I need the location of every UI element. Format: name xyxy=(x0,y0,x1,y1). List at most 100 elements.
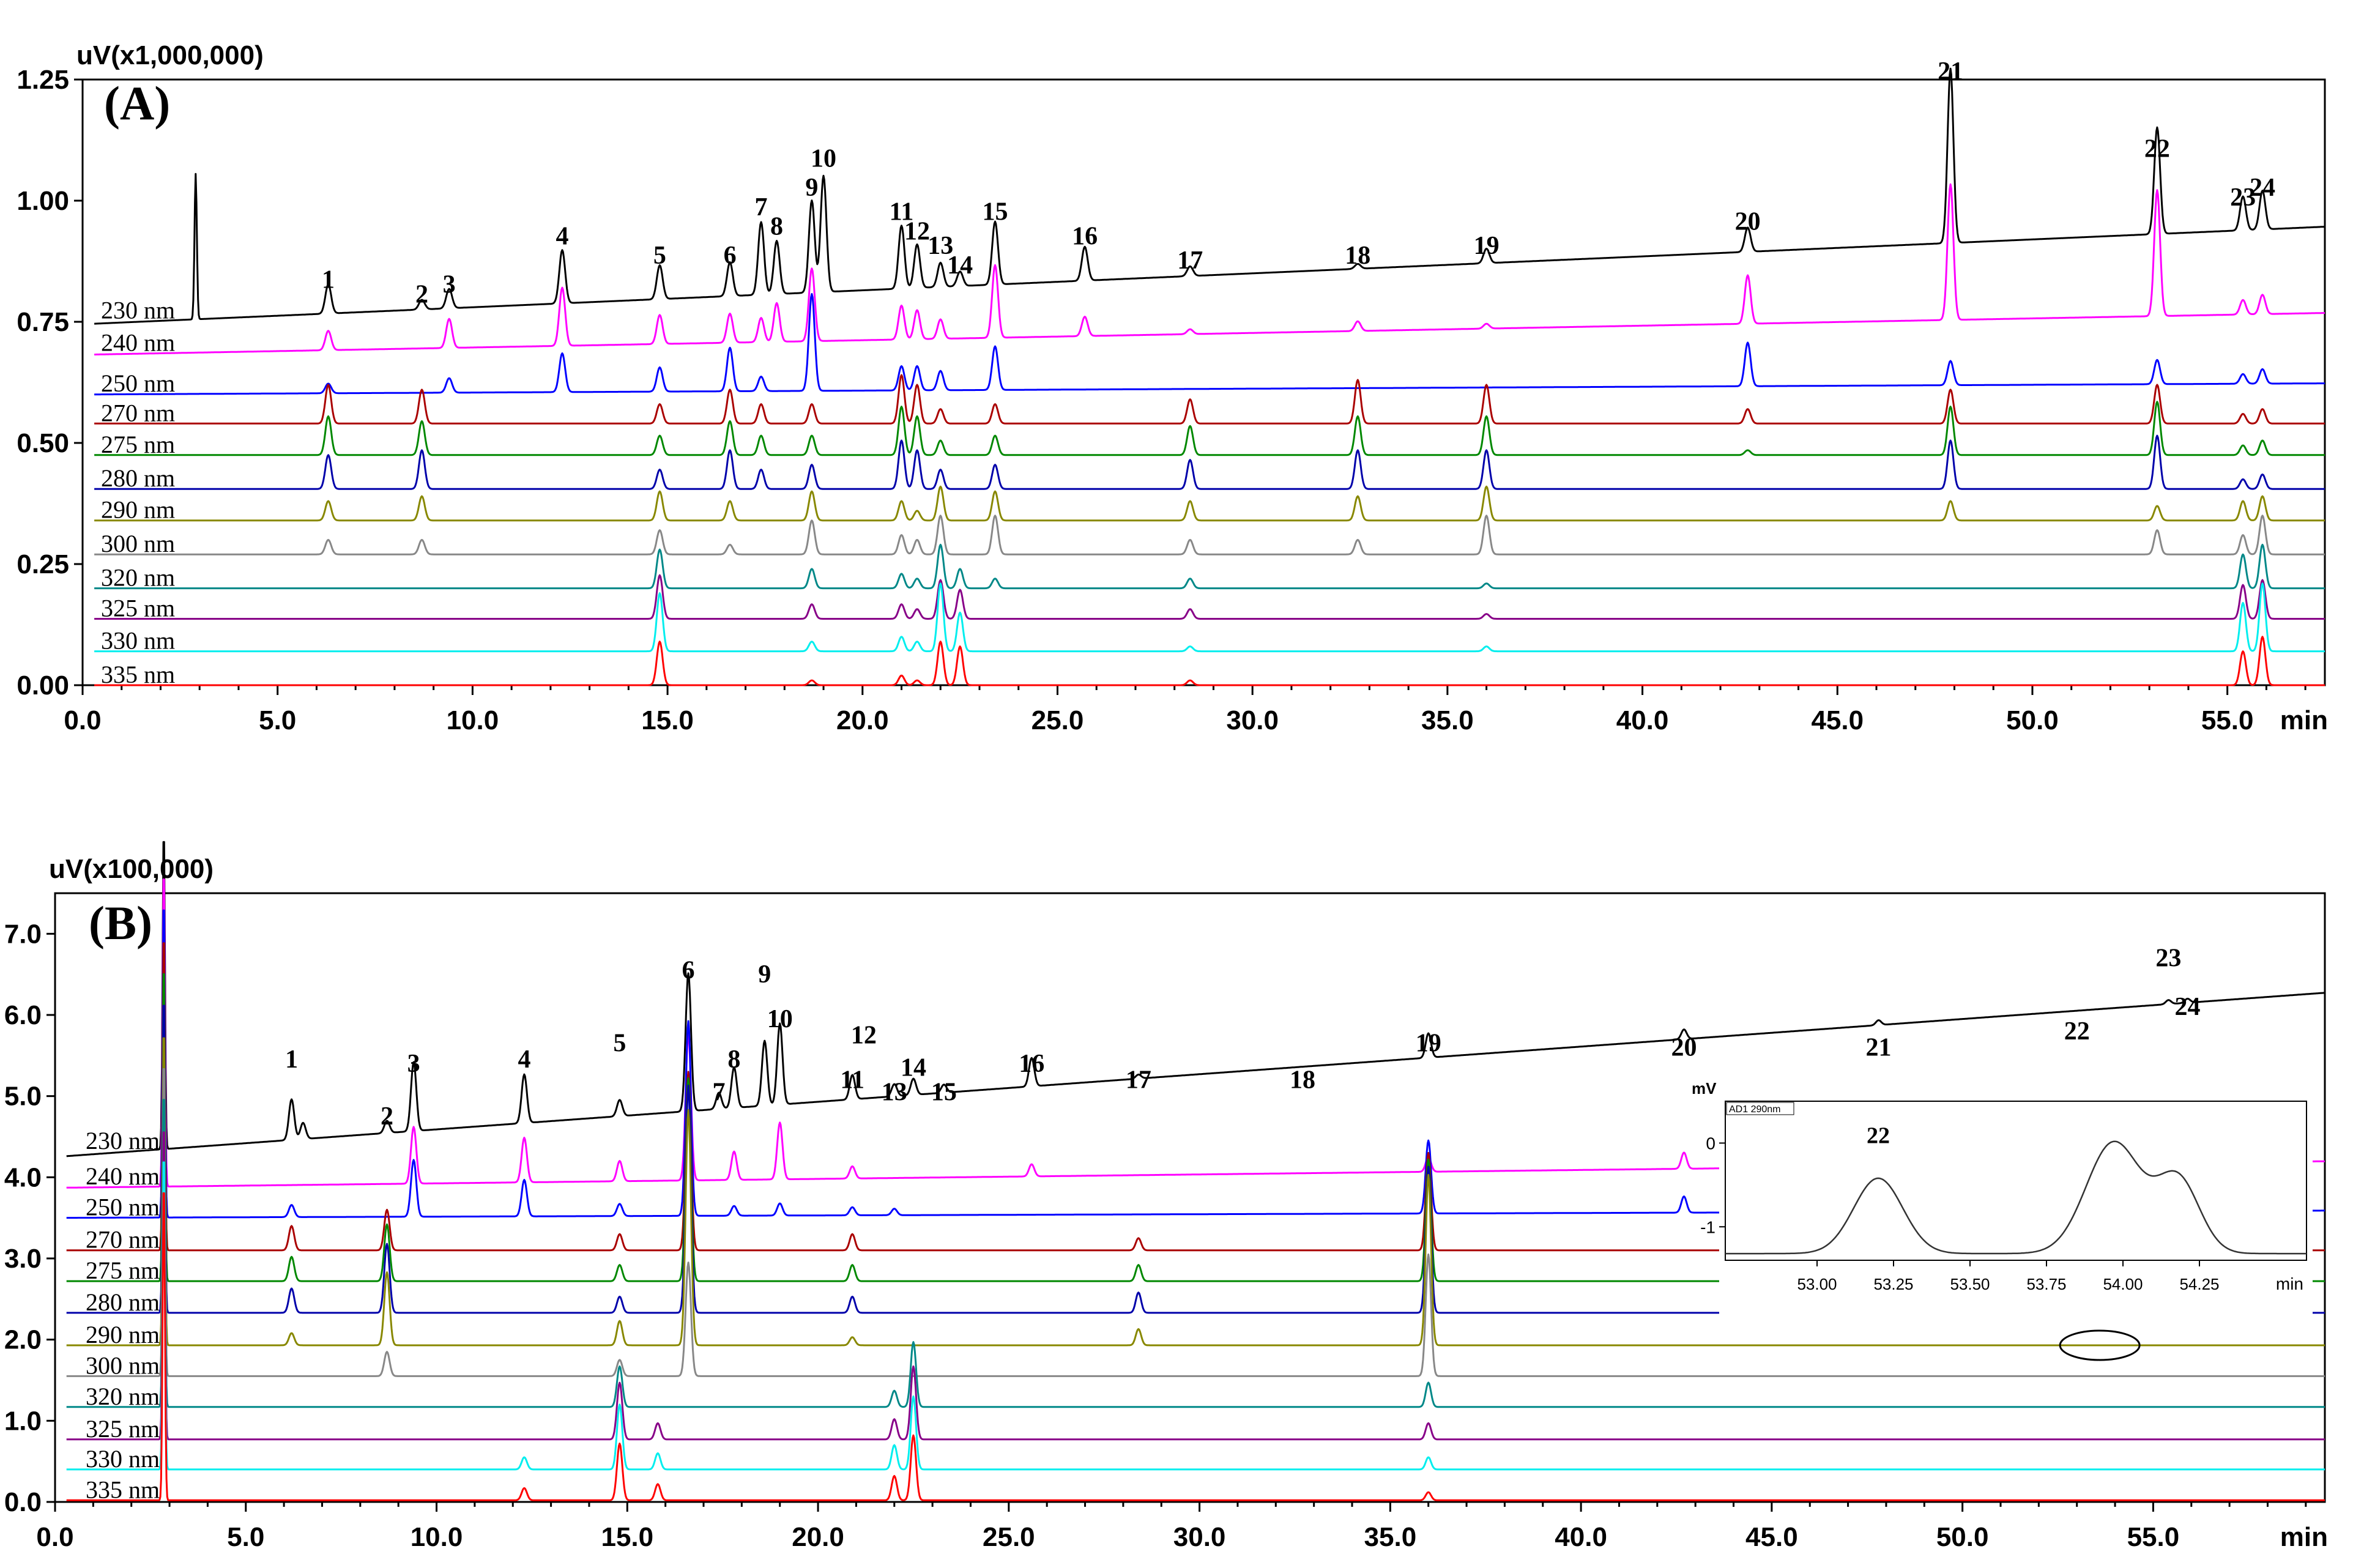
peak-label: 20 xyxy=(1735,208,1761,236)
x-tick-label: 10.0 xyxy=(447,705,499,735)
series-label: 320 nm xyxy=(101,564,175,592)
series-label: 330 nm xyxy=(101,627,175,655)
series-line xyxy=(94,293,2325,396)
x-tick-label: 35.0 xyxy=(1421,705,1474,735)
peak-label: 20 xyxy=(1671,1033,1697,1061)
peak-label: 10 xyxy=(767,1005,793,1033)
peak-label: 15 xyxy=(982,198,1008,226)
y-tick-label: 2.0 xyxy=(4,1325,42,1355)
y-axis-label: uV(x100,000) xyxy=(49,854,214,884)
series-line xyxy=(66,841,2325,1157)
series-label: 280 nm xyxy=(86,1288,160,1316)
series-label: 290 nm xyxy=(101,496,175,524)
x-tick-label: 40.0 xyxy=(1555,1522,1607,1552)
chart-panel-a: uV(x1,000,000) 0.00 0.25 0.50 0.75 1.00 1.25 0.… xyxy=(17,40,2328,735)
y-tick-label: 0.50 xyxy=(17,428,69,458)
series-label: 335 nm xyxy=(101,661,175,688)
series-line xyxy=(66,1131,2325,1441)
inset-y-tick-label: -1 xyxy=(1700,1217,1715,1236)
x-tick-label: 35.0 xyxy=(1364,1522,1417,1552)
series-line xyxy=(94,434,2325,490)
peak-label: 24 xyxy=(2175,993,2201,1021)
inset-title-box xyxy=(1726,1102,1794,1115)
x-tick-label: 20.0 xyxy=(836,705,889,735)
series-line xyxy=(66,1068,2325,1377)
series-line xyxy=(94,515,2325,555)
peak-label: 23 xyxy=(2230,184,2256,212)
peak-label: 17 xyxy=(1126,1066,1151,1094)
series-line xyxy=(94,636,2325,686)
series-label: 250 nm xyxy=(101,370,175,397)
panel-label: (A) xyxy=(104,76,170,130)
inset-x-tick-label: 53.75 xyxy=(2026,1275,2066,1293)
panel-label: (B) xyxy=(89,896,152,949)
series-label: 230 nm xyxy=(101,296,175,324)
y-tick-label: 5.0 xyxy=(4,1082,42,1112)
x-tick-label: 5.0 xyxy=(227,1522,264,1552)
series-label: 240 nm xyxy=(86,1162,160,1190)
peak-label: 12 xyxy=(851,1021,877,1049)
peak-label: 16 xyxy=(1019,1050,1044,1078)
y-tick-label: 3.0 xyxy=(4,1244,42,1274)
y-axis-label: uV(x1,000,000) xyxy=(76,40,264,70)
series-label: 335 nm xyxy=(86,1476,160,1503)
peak-label: 4 xyxy=(556,222,568,250)
x-tick-label: 45.0 xyxy=(1811,705,1864,735)
inset-x-tick-label: 53.00 xyxy=(1797,1275,1837,1293)
inset-x-tick-label: 54.25 xyxy=(2179,1275,2219,1293)
x-tick-label: 25.0 xyxy=(983,1522,1035,1552)
peak-label: 9 xyxy=(805,174,818,202)
peak-label: 12 xyxy=(904,217,930,245)
x-tick-label: 5.0 xyxy=(259,705,296,735)
y-tick-label: 0.00 xyxy=(17,671,69,700)
y-tick-label: 6.0 xyxy=(4,1000,42,1030)
inset-peak-label: 22 xyxy=(1867,1123,1890,1148)
peak-label: 14 xyxy=(947,251,973,280)
inset-background xyxy=(1719,1098,2313,1321)
peak-label: 2 xyxy=(381,1102,393,1131)
peak-label: 7 xyxy=(755,193,768,221)
x-tick-label: 0.0 xyxy=(36,1522,73,1552)
series-label: 240 nm xyxy=(101,329,175,356)
inset-y-label: mV xyxy=(1692,1079,1717,1098)
x-tick-label: 20.0 xyxy=(792,1522,844,1552)
peak-label: 14 xyxy=(901,1054,926,1082)
highlight-ellipse xyxy=(2059,1329,2141,1361)
x-tick-label: 50.0 xyxy=(1936,1522,1989,1552)
inset-x-label: min xyxy=(2276,1274,2303,1293)
peak-label: 21 xyxy=(1865,1033,1891,1061)
series-label: 280 nm xyxy=(101,464,175,492)
chart-panel-b: uV(x100,000) 0.0 1.0 2.0 3.0 4.0 5.0 6.0 7.0 0.0 5… xyxy=(4,841,2328,1552)
series-line xyxy=(94,183,2325,355)
inset-x-tick-label: 53.50 xyxy=(1950,1275,1990,1293)
peak-label: 3 xyxy=(407,1050,420,1078)
series-line xyxy=(94,543,2325,590)
x-tick-label: 55.0 xyxy=(2127,1522,2180,1552)
series-label: 270 nm xyxy=(86,1226,160,1254)
series-line xyxy=(94,374,2325,425)
peak-label: 7 xyxy=(712,1078,725,1106)
x-tick-label: 10.0 xyxy=(411,1522,463,1552)
peak-label: 11 xyxy=(890,198,914,226)
peak-label: 2 xyxy=(415,280,428,308)
y-tick-label: 0.25 xyxy=(17,549,69,579)
y-tick-label: 4.0 xyxy=(4,1162,42,1192)
plot-frame xyxy=(54,892,2326,1503)
y-tick-label: 0.0 xyxy=(4,1487,42,1517)
series-line xyxy=(66,1099,2325,1408)
peak-label: 17 xyxy=(1177,247,1203,275)
peak-label: 18 xyxy=(1345,242,1370,270)
peak-label: 23 xyxy=(2155,944,2181,972)
peak-label: 1 xyxy=(322,266,335,294)
plot-frame xyxy=(81,78,2326,686)
series-line xyxy=(94,582,2325,653)
series-label: 300 nm xyxy=(101,530,175,557)
peak-label: 19 xyxy=(1416,1030,1441,1058)
peak-label: 8 xyxy=(727,1046,740,1074)
x-tick-label: 0.0 xyxy=(64,705,101,735)
x-axis-label: min xyxy=(2280,705,2328,735)
peak-label: 18 xyxy=(1290,1066,1315,1094)
peak-label: 10 xyxy=(811,145,836,173)
peak-label: 16 xyxy=(1072,222,1098,250)
x-tick-label: 45.0 xyxy=(1745,1522,1798,1552)
